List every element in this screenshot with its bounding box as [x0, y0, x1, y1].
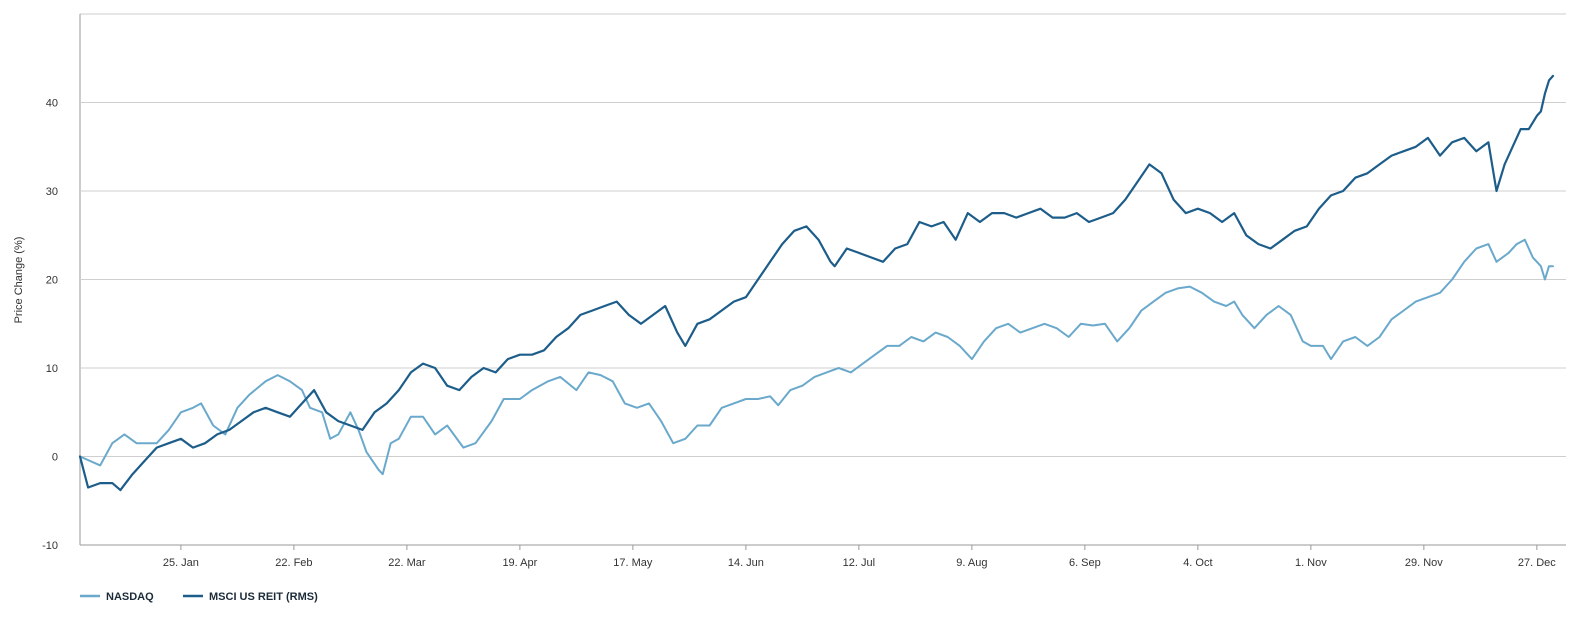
- y-tick-label: 20: [46, 275, 58, 287]
- x-tick-label: 27. Dec: [1518, 557, 1556, 569]
- x-tick-label: 14. Jun: [728, 557, 764, 569]
- series-line-nasdaq: [79, 238, 1554, 476]
- legend-label: MSCI US REIT (RMS): [209, 591, 318, 603]
- legend-item[interactable]: MSCI US REIT (RMS): [183, 591, 318, 603]
- series-line-msci-us-reit: [78, 74, 1555, 492]
- y-tick-label: 30: [46, 186, 58, 198]
- x-tick-label: 1. Nov: [1295, 557, 1327, 569]
- x-tick-label: 29. Nov: [1405, 557, 1443, 569]
- legend-item[interactable]: NASDAQ: [80, 591, 154, 603]
- x-tick-label: 19. Apr: [502, 557, 537, 569]
- x-tick-label: 25. Jan: [163, 557, 199, 569]
- y-tick-label: -10: [42, 540, 58, 552]
- x-tick-label: 22. Mar: [388, 557, 426, 569]
- legend: NASDAQ MSCI US REIT (RMS): [80, 591, 318, 603]
- x-tick-label: 4. Oct: [1183, 557, 1212, 569]
- axes: Price Change (%) -10 0 10 20 30 40 25. Jan 22. …: [13, 98, 1556, 570]
- x-tick-label: 22. Feb: [275, 557, 312, 569]
- x-tick-label: 6. Sep: [1069, 557, 1101, 569]
- x-tick-label: 17. May: [613, 557, 653, 569]
- y-tick-label: 10: [46, 363, 58, 375]
- y-axis-title: Price Change (%): [13, 237, 25, 324]
- series-lines: [78, 74, 1555, 492]
- x-tick-label: 9. Aug: [956, 557, 987, 569]
- x-tick-label: 12. Jul: [843, 557, 875, 569]
- grid-lines: [79, 13, 1566, 546]
- y-tick-label: 40: [46, 98, 58, 110]
- legend-label: NASDAQ: [106, 591, 154, 603]
- y-tick-label: 0: [52, 452, 58, 464]
